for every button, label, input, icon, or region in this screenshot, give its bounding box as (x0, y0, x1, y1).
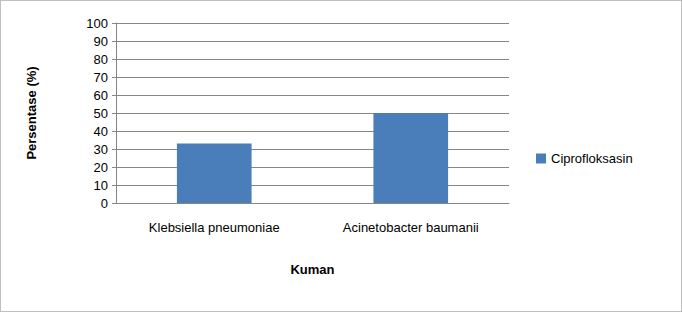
svg-text:10: 10 (94, 178, 108, 193)
svg-text:70: 70 (94, 70, 108, 85)
svg-text:40: 40 (94, 124, 108, 139)
svg-text:Persentase (%): Persentase (%) (24, 66, 39, 159)
svg-text:90: 90 (94, 34, 108, 49)
svg-text:60: 60 (94, 88, 108, 103)
svg-text:20: 20 (94, 160, 108, 175)
svg-text:80: 80 (94, 52, 108, 67)
svg-text:Acinetobacter baumanii: Acinetobacter baumanii (343, 220, 479, 235)
svg-text:0: 0 (101, 196, 108, 211)
svg-text:Ciprofloksasin: Ciprofloksasin (551, 151, 633, 166)
svg-text:100: 100 (86, 16, 108, 31)
svg-text:50: 50 (94, 106, 108, 121)
svg-text:Kuman: Kuman (290, 262, 334, 277)
svg-text:Klebsiella pneumoniae: Klebsiella pneumoniae (149, 220, 280, 235)
svg-text:30: 30 (94, 142, 108, 157)
